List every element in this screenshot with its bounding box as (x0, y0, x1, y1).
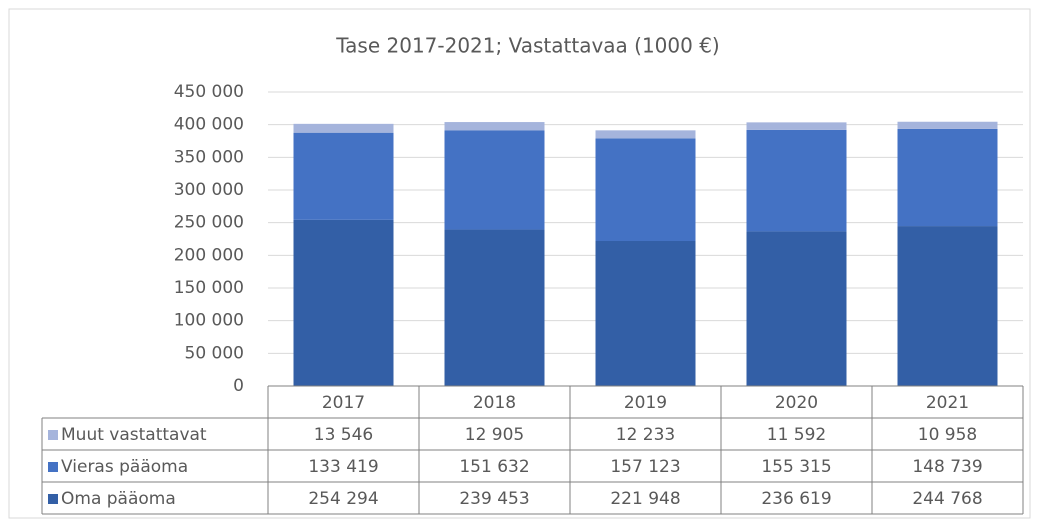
data-label: 155 315 (761, 457, 831, 477)
data-label: 157 123 (610, 457, 680, 477)
bar (746, 122, 847, 130)
data-label: 236 619 (761, 489, 831, 509)
data-label: 10 958 (918, 425, 977, 445)
data-label: 254 294 (308, 489, 378, 509)
y-tick-label: 250 000 (174, 213, 244, 233)
bar (444, 122, 545, 131)
x-tick-label: 2019 (624, 393, 667, 413)
x-tick-label: 2018 (473, 393, 516, 413)
legend-label: Oma pääoma (61, 489, 176, 509)
y-tick-label: 0 (233, 376, 244, 396)
y-tick-label: 100 000 (174, 311, 244, 331)
bar (444, 229, 545, 386)
x-tick-label: 2021 (926, 393, 969, 413)
data-label: 12 233 (616, 425, 675, 445)
legend-label: Vieras pääoma (61, 457, 188, 477)
y-tick-label: 450 000 (174, 82, 244, 102)
y-tick-label: 200 000 (174, 245, 244, 265)
bar (293, 123, 394, 133)
data-label: 11 592 (767, 425, 826, 445)
data-label: 133 419 (308, 457, 378, 477)
bar (897, 121, 998, 129)
x-tick-label: 2020 (775, 393, 818, 413)
x-tick-label: 2017 (322, 393, 365, 413)
legend-key (48, 462, 58, 472)
bar (746, 129, 847, 232)
bar (293, 219, 394, 386)
chart-title: Tase 2017-2021; Vastattavaa (1000 €) (335, 34, 720, 58)
y-tick-label: 150 000 (174, 278, 244, 298)
bar (595, 130, 696, 139)
bar (897, 226, 998, 386)
y-tick-label: 50 000 (185, 343, 244, 363)
data-label: 151 632 (459, 457, 529, 477)
y-tick-label: 300 000 (174, 180, 244, 200)
legend-key (48, 430, 58, 440)
bar (595, 240, 696, 386)
y-tick-label: 400 000 (174, 115, 244, 135)
y-tick-label: 350 000 (174, 147, 244, 167)
bar (897, 128, 998, 227)
bar (595, 138, 696, 241)
data-label: 13 546 (314, 425, 373, 445)
data-label: 244 768 (912, 489, 982, 509)
legend-label: Muut vastattavat (61, 425, 207, 445)
legend-key (48, 494, 58, 504)
data-label: 221 948 (610, 489, 680, 509)
bar (746, 231, 847, 386)
bar (444, 130, 545, 230)
data-label: 239 453 (459, 489, 529, 509)
data-label: 148 739 (912, 457, 982, 477)
data-label: 12 905 (465, 425, 524, 445)
bar (293, 132, 394, 220)
